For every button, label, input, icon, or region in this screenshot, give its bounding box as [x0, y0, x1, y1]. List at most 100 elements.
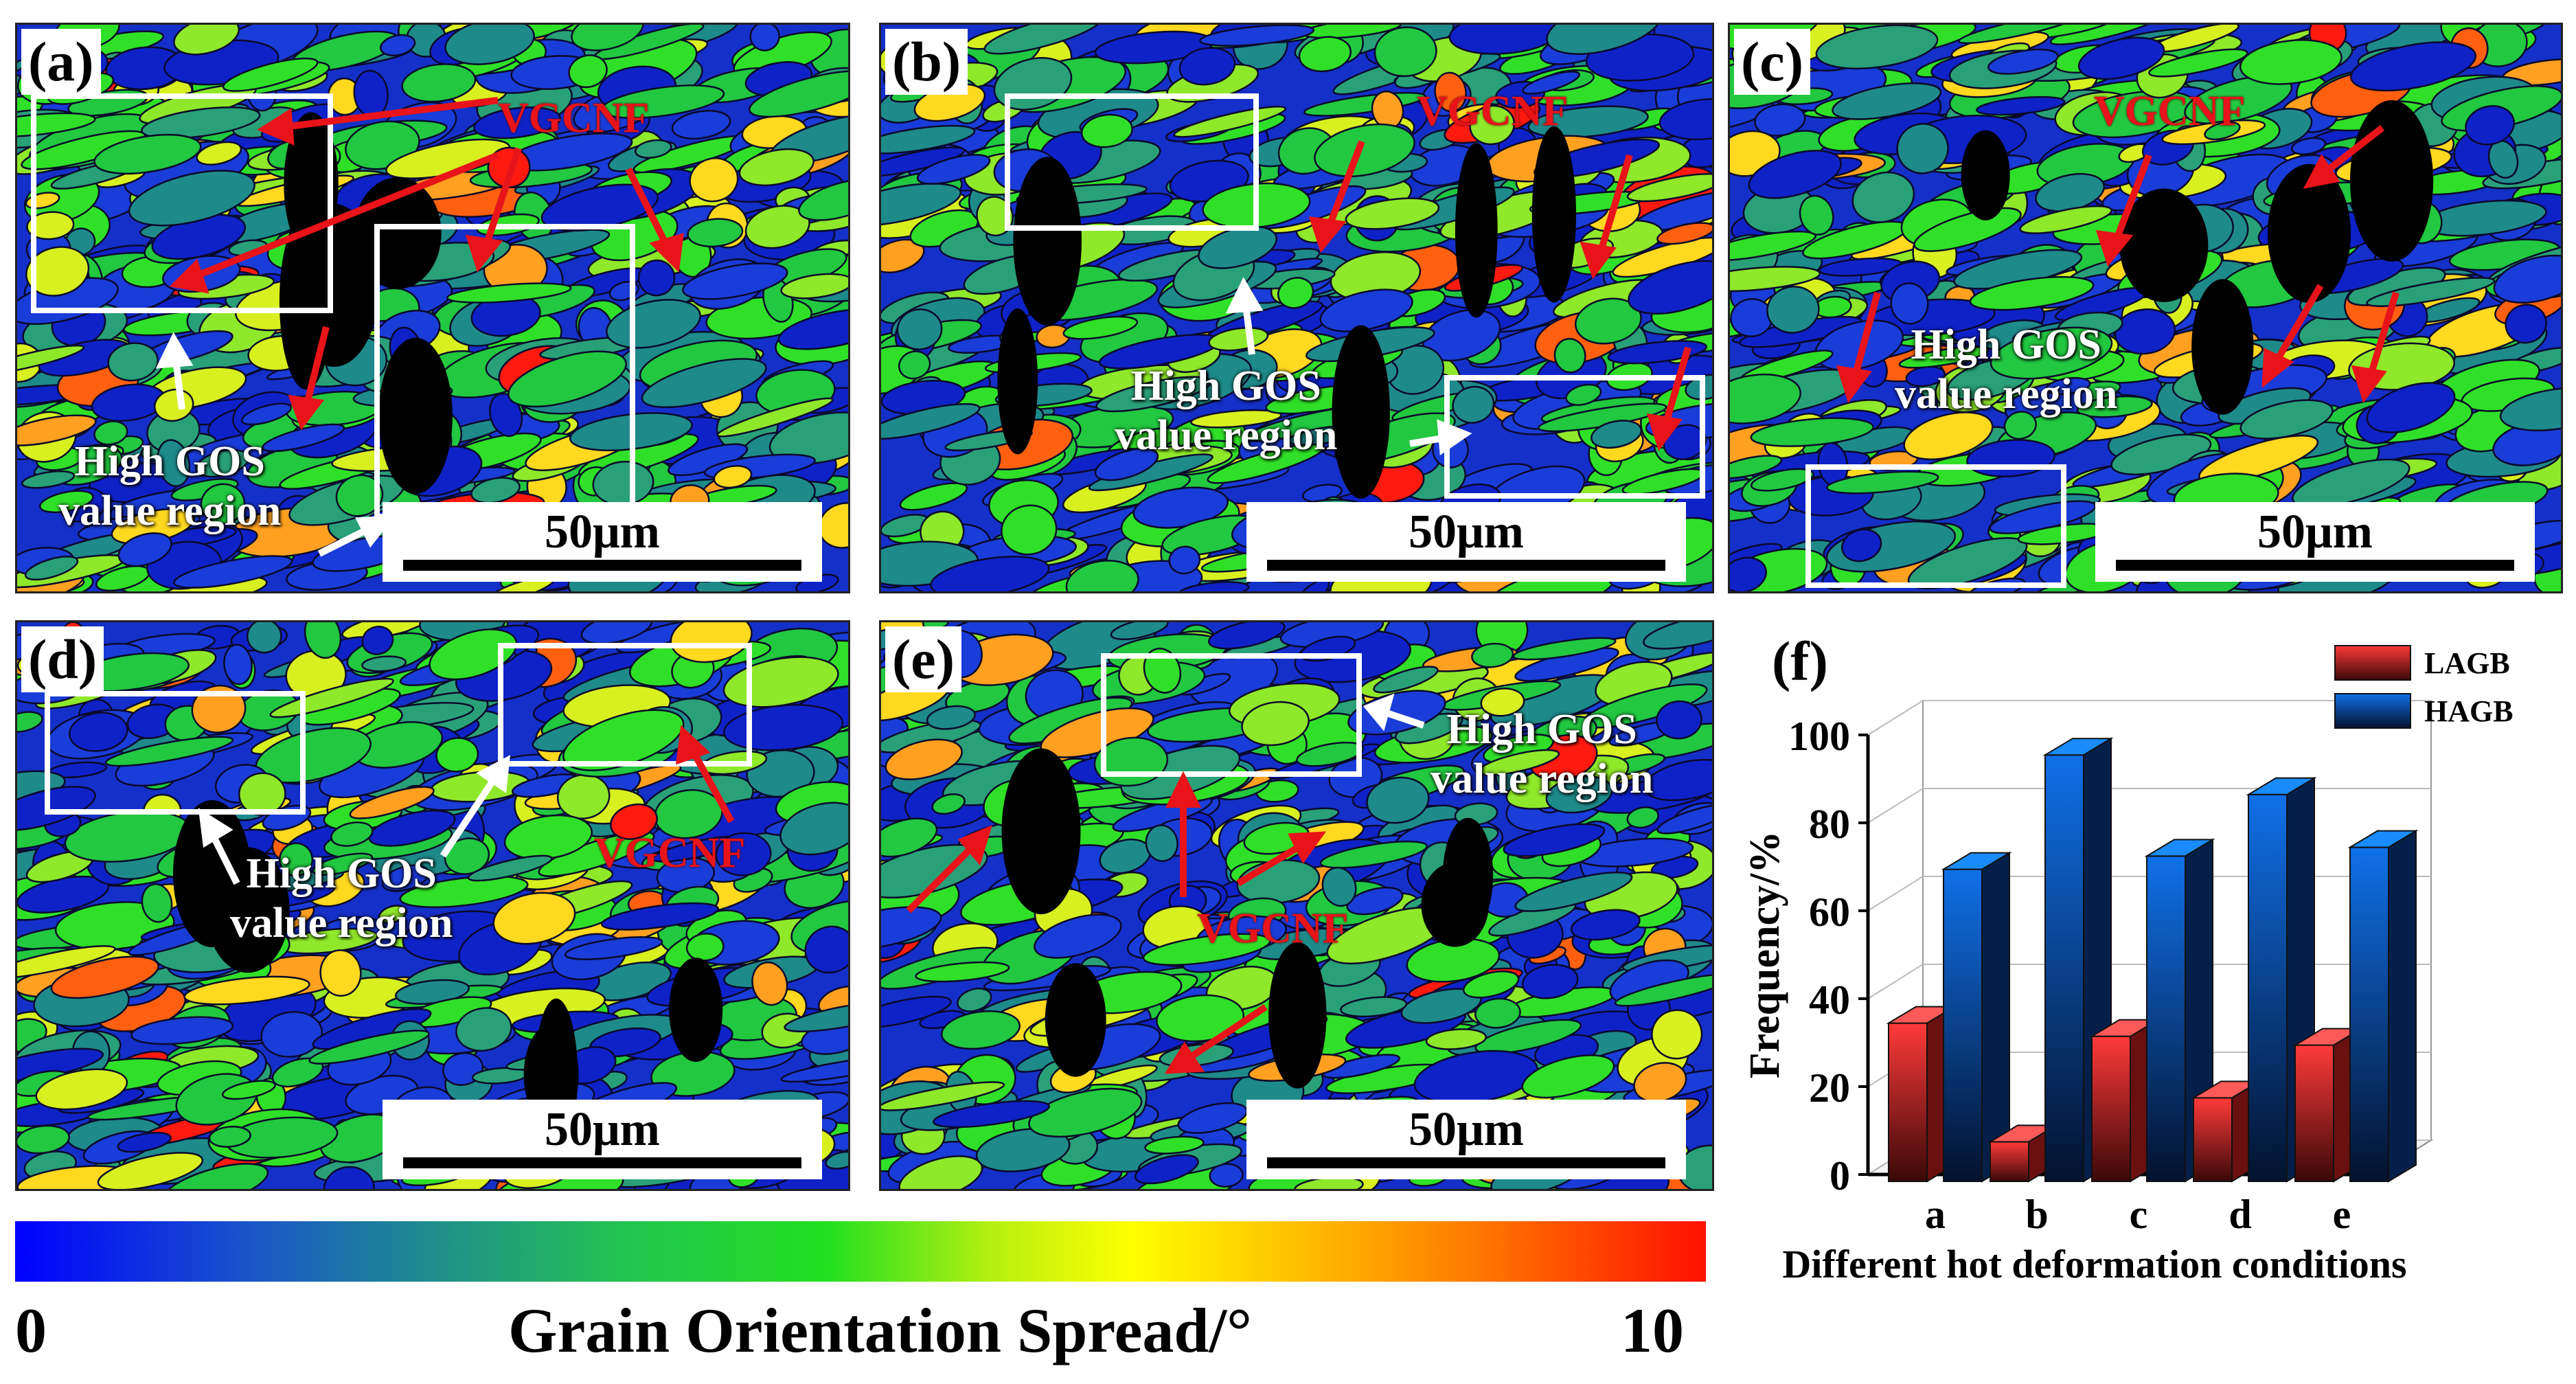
- bar-hagb: [2146, 855, 2186, 1182]
- grain: [2204, 121, 2241, 141]
- grain: [976, 196, 1014, 237]
- legend-label: HAGB: [2424, 694, 2514, 728]
- grain: [1452, 385, 1495, 424]
- grain: [641, 358, 767, 409]
- grain: [17, 711, 43, 733]
- panel-label-c: (c): [1734, 29, 1811, 95]
- grain: [361, 626, 394, 655]
- vgcnf-label: VGCNF: [594, 830, 746, 876]
- bar-hagb: [2044, 754, 2084, 1182]
- grain: [1976, 95, 2066, 116]
- grain: [472, 106, 561, 139]
- grain: [279, 842, 314, 877]
- grain: [161, 1163, 269, 1189]
- vgcnf-cluster: [1013, 157, 1082, 326]
- grain: [2465, 105, 2516, 146]
- grain: [804, 925, 848, 974]
- grain: [195, 449, 250, 478]
- high-gos-line2: value region: [58, 488, 282, 534]
- grain: [1062, 315, 1139, 340]
- bar-lagb: [2294, 1044, 2334, 1182]
- grain: [141, 883, 173, 923]
- grain: [196, 141, 242, 166]
- scale-bar: 50μm: [1246, 502, 1686, 582]
- ebsd-map-c: VGCNF High GOS value region (c) 50μm: [1728, 23, 2563, 593]
- high-gos-line2: value region: [230, 900, 453, 946]
- grain: [564, 936, 663, 960]
- highlight-box: [45, 691, 306, 815]
- grain: [1574, 297, 1642, 345]
- grain: [1314, 123, 1415, 177]
- grain: [2198, 435, 2319, 484]
- grain: [508, 350, 627, 408]
- grain: [2239, 399, 2334, 440]
- grain: [1730, 266, 1821, 293]
- grain: [689, 157, 739, 203]
- grain: [446, 282, 572, 304]
- grain: [1565, 383, 1602, 406]
- vgcnf-label: VGCNF: [1197, 905, 1349, 952]
- vgcnf-cluster: [2191, 279, 2254, 415]
- grain: [722, 704, 844, 751]
- grain: [429, 628, 518, 681]
- grain: [1434, 71, 1467, 113]
- annotation-arrows: [1836, 125, 2400, 403]
- grain: [1826, 470, 1939, 495]
- vgcnf-cluster: [1961, 130, 2010, 220]
- grain: [1832, 82, 1942, 120]
- annotation-arrows: [1225, 140, 1691, 456]
- panel-label-f: (f): [1772, 630, 1828, 692]
- grain: [881, 146, 966, 177]
- grain: [17, 945, 116, 979]
- high-gos-line1: High GOS: [74, 438, 265, 485]
- grain: [173, 555, 293, 589]
- grain: [957, 987, 992, 1012]
- grain: [898, 1155, 983, 1189]
- vgcnf-cluster: [669, 957, 723, 1062]
- grain: [238, 772, 286, 816]
- grain: [2077, 36, 2165, 80]
- grain: [899, 482, 968, 511]
- scale-bar-text: 50μm: [1409, 506, 1524, 558]
- y-tick-label: 40: [1809, 977, 1850, 1023]
- grain: [1799, 194, 1834, 236]
- grain: [881, 238, 925, 273]
- colorbar-min-label: 0: [15, 1295, 47, 1365]
- grain: [1730, 373, 1801, 424]
- grain: [157, 439, 191, 488]
- high-gos-line2: value region: [1895, 371, 2118, 418]
- vgcnf-label: VGCNF: [498, 95, 650, 141]
- grain: [580, 622, 653, 645]
- legend-label: LAGB: [2424, 646, 2510, 680]
- grain: [1469, 104, 1516, 146]
- grain: [751, 961, 788, 1006]
- high-gos-line1: High GOS: [246, 850, 437, 897]
- grain: [173, 25, 240, 56]
- grain: [571, 25, 644, 52]
- grain-map-e: [881, 622, 1712, 1189]
- grain: [881, 124, 976, 155]
- grain: [1896, 123, 1949, 174]
- grain: [881, 995, 952, 1029]
- high-gos-label: High GOS value region: [230, 849, 453, 948]
- grain: [2366, 277, 2496, 308]
- y-tick-label: 80: [1809, 802, 1850, 847]
- grain: [271, 1057, 324, 1088]
- bar-side: [2388, 829, 2417, 1183]
- grain: [687, 218, 744, 248]
- grain: [930, 556, 1050, 591]
- grain: [222, 1080, 276, 1100]
- legend-swatch-hagb: [2334, 693, 2411, 729]
- y-tick-label: 60: [1809, 889, 1850, 935]
- grain: [24, 556, 79, 581]
- grain: [2184, 75, 2293, 125]
- grain: [1474, 997, 1521, 1029]
- grain: [1907, 537, 2028, 590]
- x-axis-title: Different hot deformation conditions: [1782, 1242, 2406, 1286]
- grain: [1298, 36, 1352, 73]
- bar-lagb: [1990, 1141, 2029, 1183]
- grain: [1750, 468, 1814, 492]
- grain: [128, 170, 255, 227]
- grain: [141, 106, 261, 139]
- grain: [682, 262, 788, 300]
